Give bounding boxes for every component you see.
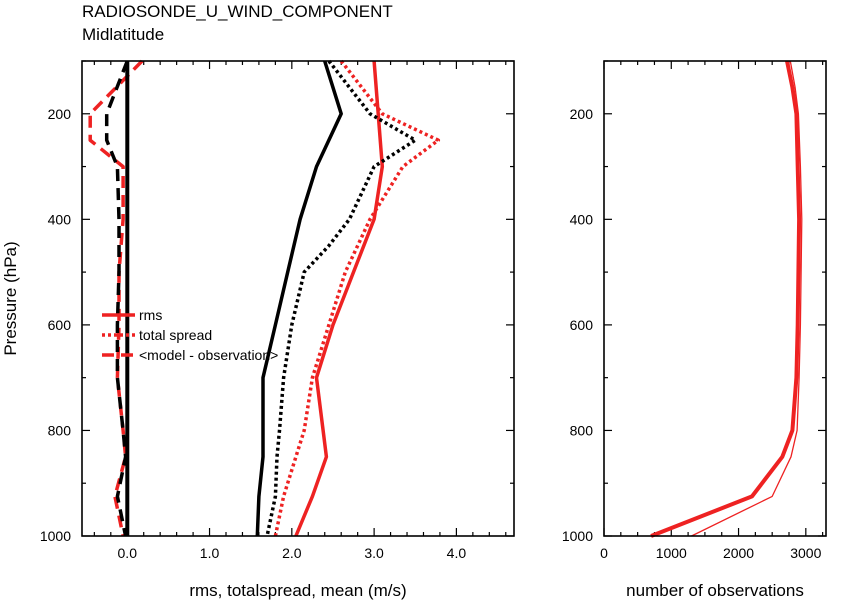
right-ytick-label: 600 xyxy=(570,317,594,333)
right-xtick-label: 2000 xyxy=(723,545,754,561)
left-xtick-label: 4.0 xyxy=(447,545,467,561)
legend-label-0: rms xyxy=(139,307,162,323)
left-xtick-label: 1.0 xyxy=(200,545,220,561)
left-xtick-label: 3.0 xyxy=(364,545,384,561)
right-ytick-label: 200 xyxy=(570,106,594,122)
legend-label-2: <model - observation> xyxy=(139,347,278,363)
right-ytick-label: 800 xyxy=(570,422,594,438)
left-ytick-label: 600 xyxy=(48,317,72,333)
chart-title: RADIOSONDE_U_WIND_COMPONENT xyxy=(82,2,393,21)
left-xtick-label: 0.0 xyxy=(118,545,138,561)
right-xtick-label: 3000 xyxy=(790,545,821,561)
left-xlabel: rms, totalspread, mean (m/s) xyxy=(189,581,406,600)
left-xtick-label: 2.0 xyxy=(282,545,302,561)
chart-subtitle: Midlatitude xyxy=(82,25,164,44)
left-series-5 xyxy=(104,60,129,537)
stats-profile-panel: 200 400 600 800 1000 0.0 1.0 2.0 3.0 4.0 rms, tota… xyxy=(1,59,515,600)
right-series-1 xyxy=(691,60,803,537)
left-ytick-label: 400 xyxy=(48,211,72,227)
right-ytick-label: 1000 xyxy=(562,528,593,544)
left-series-0 xyxy=(294,60,385,537)
left-series-1 xyxy=(273,59,441,537)
left-series-4 xyxy=(265,59,418,537)
observation-count-panel: 200 400 600 800 1000 0 1000 2000 3000 number of o… xyxy=(562,60,827,600)
right-ytick-label: 400 xyxy=(570,211,594,227)
left-ytick-label: 800 xyxy=(48,422,72,438)
left-ylabel: Pressure (hPa) xyxy=(1,241,20,355)
right-frame xyxy=(603,60,827,537)
legend-label-1: total spread xyxy=(139,327,212,343)
right-xtick-label: 1000 xyxy=(656,545,687,561)
left-ytick-label: 200 xyxy=(48,106,72,122)
left-frame xyxy=(81,60,515,537)
legend: rms total spread <model - observation> xyxy=(102,307,278,363)
left-series-3 xyxy=(255,60,343,537)
right-xtick-label: 0 xyxy=(600,545,608,561)
left-ytick-label: 1000 xyxy=(40,528,71,544)
right-series-0 xyxy=(650,60,802,538)
left-series-2 xyxy=(88,59,144,537)
right-xlabel: number of observations xyxy=(626,581,804,600)
